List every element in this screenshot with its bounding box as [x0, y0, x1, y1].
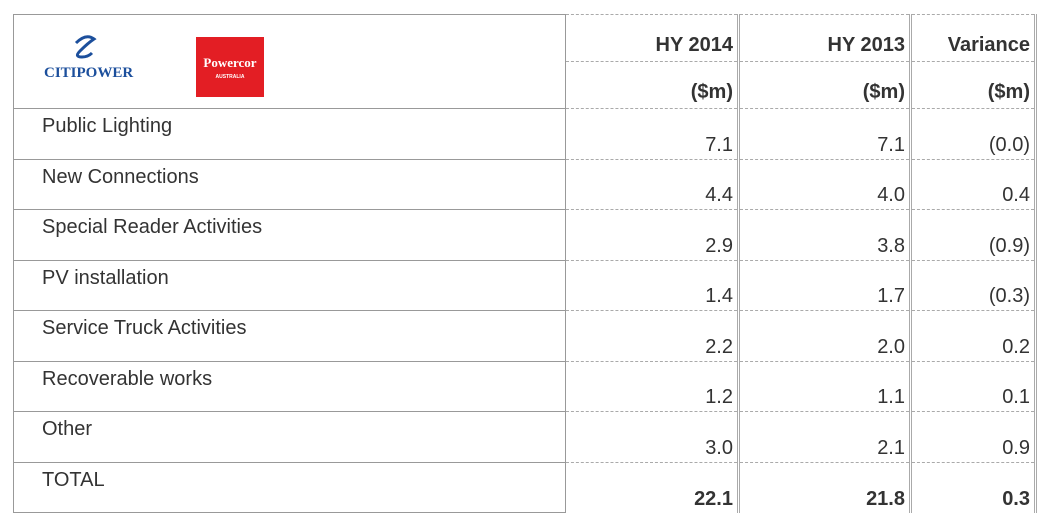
cell-value: 2.1 — [738, 411, 912, 462]
cell-value: 22.1 — [565, 461, 740, 513]
cell-value: 1.2 — [565, 360, 740, 412]
header-row: CITIPOWER Powercor AUSTRALIA HY 2014 HY 2… — [13, 14, 1037, 109]
table-row: Public Lighting 7.1 7.1 (0.0) — [13, 108, 1037, 160]
table-body: CITIPOWER Powercor AUSTRALIA HY 2014 HY 2… — [13, 14, 1037, 513]
cell-value: 3.0 — [565, 411, 740, 462]
cell-value: 0.3 — [910, 461, 1037, 513]
revenue-table: CITIPOWER Powercor AUSTRALIA HY 2014 HY 2… — [13, 14, 1037, 513]
table-row: New Connections 4.4 4.0 0.4 — [13, 158, 1037, 210]
cell-value: (0.3) — [910, 259, 1037, 311]
row-label: PV installation — [13, 259, 566, 311]
cell-value: (0.9) — [910, 209, 1037, 260]
cell-value: 1.4 — [565, 259, 740, 311]
cell-value: 4.0 — [738, 158, 912, 210]
cell-value: 2.9 — [565, 209, 740, 260]
cell-value: 0.1 — [910, 360, 1037, 412]
row-label: Other — [13, 411, 566, 463]
row-label: Recoverable works — [13, 360, 566, 412]
cell-value: 0.4 — [910, 158, 1037, 210]
cell-value: 4.4 — [565, 158, 740, 210]
table-row: Service Truck Activities 2.2 2.0 0.2 — [13, 310, 1037, 362]
cell-value: 1.7 — [738, 259, 912, 311]
cell-value: (0.0) — [910, 108, 1037, 159]
cell-value: 21.8 — [738, 461, 912, 513]
table-row: Special Reader Activities 2.9 3.8 (0.9) — [13, 209, 1037, 261]
column-unit: ($m) — [738, 61, 912, 109]
powercor-logo: Powercor — [203, 55, 256, 70]
powercor-box — [196, 37, 264, 97]
table-row: TOTAL 22.1 21.8 0.3 — [13, 461, 1037, 513]
citipower-logo: CITIPOWER — [44, 65, 133, 81]
cell-value: 0.9 — [910, 411, 1037, 462]
logos: CITIPOWER Powercor AUSTRALIA — [44, 35, 264, 97]
row-label: TOTAL — [13, 461, 566, 513]
cell-value: 2.0 — [738, 310, 912, 361]
column-unit: ($m) — [565, 61, 740, 109]
table-row: PV installation 1.4 1.7 (0.3) — [13, 259, 1037, 311]
citipower-swoosh — [74, 35, 97, 59]
row-label: Special Reader Activities — [13, 209, 566, 261]
cell-value: 7.1 — [565, 108, 740, 159]
column-header: HY 2014 — [565, 14, 740, 62]
page: {"logos": {"citipower": "CITIPOWER", "po… — [13, 14, 1037, 513]
column-header: Variance — [910, 14, 1037, 62]
column-unit: ($m) — [910, 61, 1037, 109]
cell-value: 1.1 — [738, 360, 912, 412]
powercor-sub: AUSTRALIA — [216, 74, 245, 80]
column-header: HY 2013 — [738, 14, 912, 62]
table-row: Recoverable works 1.2 1.1 0.1 — [13, 360, 1037, 412]
unit-row: ($m) ($m) ($m) — [14, 61, 1037, 109]
cell-value: 0.2 — [910, 310, 1037, 361]
cell-value: 3.8 — [738, 209, 912, 260]
row-label: New Connections — [13, 158, 566, 210]
logo-cell: CITIPOWER Powercor AUSTRALIA — [13, 14, 566, 109]
table-row: Other 3.0 2.1 0.9 — [13, 411, 1037, 463]
row-label: Service Truck Activities — [13, 310, 566, 362]
cell-value: 2.2 — [565, 310, 740, 361]
cell-value: 7.1 — [738, 108, 912, 159]
row-label: Public Lighting — [13, 108, 566, 160]
